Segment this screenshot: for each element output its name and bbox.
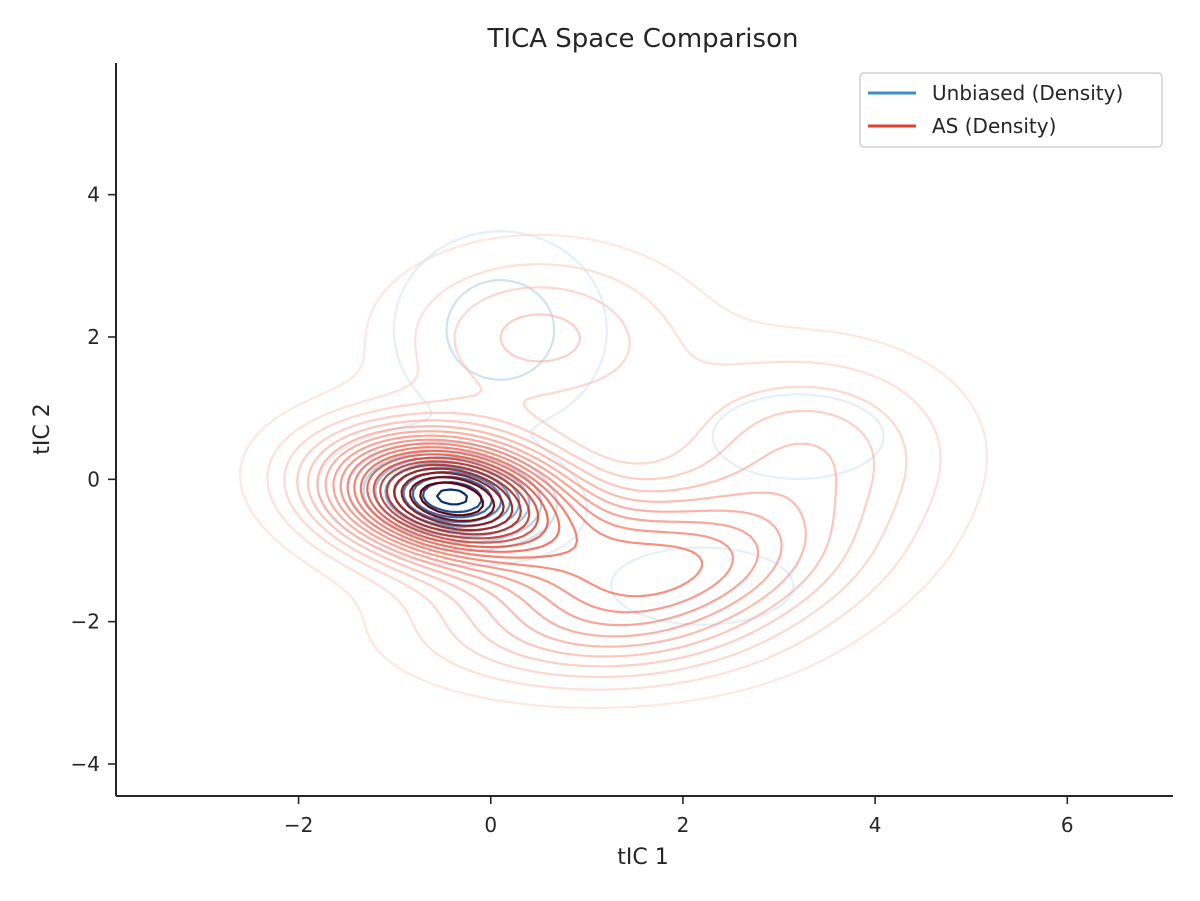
contour-line [346, 279, 559, 552]
legend: Unbiased (Density) AS (Density) [859, 72, 1163, 148]
contour-line [409, 476, 496, 522]
y-tick-label: 0 [87, 467, 100, 491]
contour-series [239, 233, 989, 709]
contour-line [296, 313, 876, 668]
y-tick-label: 4 [87, 183, 100, 207]
y-tick-label: −2 [71, 610, 100, 634]
x-tick-label: 4 [869, 813, 882, 837]
contour-layer [239, 230, 989, 709]
chart-title: TICA Space Comparison [487, 24, 799, 54]
contour-line [346, 442, 704, 598]
y-tick-label: 2 [87, 325, 100, 349]
contour-line [436, 488, 468, 506]
x-tick-label: 0 [484, 813, 497, 837]
x-tick-label: 6 [1061, 813, 1074, 837]
legend-frame [859, 72, 1163, 148]
x-axis-label: tIC 1 [617, 845, 668, 870]
y-tick-label: −4 [71, 752, 100, 776]
x-tick-label: −2 [284, 813, 313, 837]
contour-line [400, 471, 505, 527]
contour-line [379, 460, 531, 540]
y-axis-label: tIC 2 [30, 403, 55, 454]
axes: −2 0 2 4 6 −4 −2 0 2 4 [71, 63, 1173, 837]
contour-line [283, 286, 908, 679]
contour-line [239, 233, 989, 709]
x-tick-label: 2 [677, 813, 690, 837]
contour-line [316, 230, 885, 626]
contour-line [324, 430, 783, 638]
contour-line [339, 438, 734, 614]
contour-line [332, 434, 760, 627]
contour-line [316, 425, 807, 648]
contour-line [372, 456, 540, 544]
contour-line [359, 449, 561, 553]
contour-line [392, 467, 514, 532]
contour-line [353, 446, 578, 559]
legend-label: Unbiased (Density) [932, 81, 1123, 105]
contour-line [385, 463, 522, 536]
legend-label: AS (Density) [932, 114, 1056, 138]
contour-line [366, 453, 549, 549]
contour-line [266, 263, 942, 691]
contour-line [307, 419, 838, 658]
contour-line [419, 481, 484, 517]
